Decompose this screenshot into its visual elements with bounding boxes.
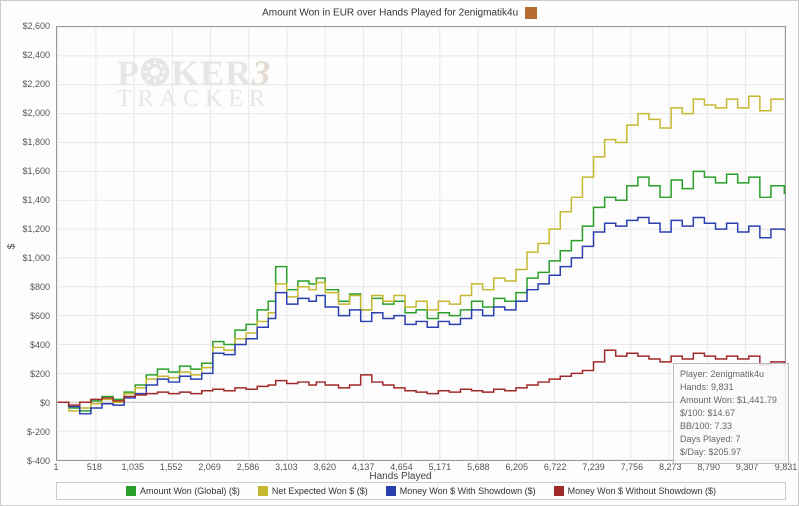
legend-swatch: [258, 486, 268, 496]
legend-item: Net Expected Won $ ($): [258, 486, 368, 496]
xtick-label: 2,069: [198, 462, 221, 472]
xtick-label: 518: [87, 462, 102, 472]
ytick-label: $2,600: [0, 21, 50, 31]
stats-line: Hands: 9,831: [680, 381, 782, 394]
ytick-label: $2,200: [0, 79, 50, 89]
ytick-label: $800: [0, 282, 50, 292]
stats-line: Days Played: 7: [680, 433, 782, 446]
ytick-label: $1,000: [0, 253, 50, 263]
xtick-label: 7,756: [621, 462, 644, 472]
ytick-label: $400: [0, 340, 50, 350]
xtick-label: 5,171: [429, 462, 452, 472]
y-axis-label: $: [6, 244, 17, 250]
chart-title: Amount Won in EUR over Hands Played for …: [1, 7, 798, 19]
legend-item: Money Won $ With Showdown ($): [386, 486, 536, 496]
legend-item: Amount Won (Global) ($): [126, 486, 240, 496]
xtick-label: 1: [53, 462, 58, 472]
ytick-label: $0: [0, 398, 50, 408]
ytick-label: $1,400: [0, 195, 50, 205]
xtick-label: 6,205: [505, 462, 528, 472]
ytick-label: $2,000: [0, 108, 50, 118]
chart-title-icon: [525, 7, 537, 19]
chart-container: Amount Won in EUR over Hands Played for …: [0, 0, 799, 506]
x-axis-label: Hands Played: [1, 471, 799, 482]
stats-line: $/100: $14.67: [680, 407, 782, 420]
ytick-label: $1,800: [0, 137, 50, 147]
xtick-label: 4,137: [352, 462, 375, 472]
ytick-label: $1,600: [0, 166, 50, 176]
legend-label: Money Won $ With Showdown ($): [400, 486, 536, 496]
xtick-label: 4,654: [390, 462, 413, 472]
stats-line: Player: 2enigmatik4u: [680, 368, 782, 381]
xtick-label: 3,103: [275, 462, 298, 472]
stats-line: Amount Won: $1,441.79: [680, 394, 782, 407]
legend-swatch: [554, 486, 564, 496]
ytick-label: $1,200: [0, 224, 50, 234]
legend: Amount Won (Global) ($) Net Expected Won …: [56, 482, 786, 500]
ytick-label: $200: [0, 369, 50, 379]
ytick-label: $-200: [0, 427, 50, 437]
chart-title-text: Amount Won in EUR over Hands Played for …: [262, 8, 518, 19]
legend-label: Amount Won (Global) ($): [140, 486, 240, 496]
ytick-label: $-400: [0, 456, 50, 466]
stats-line: $/Day: $205.97: [680, 446, 782, 459]
xtick-label: 5,688: [467, 462, 490, 472]
xtick-label: 6,722: [544, 462, 567, 472]
xtick-label: 2,586: [237, 462, 260, 472]
legend-swatch: [126, 486, 136, 496]
xtick-label: 3,620: [313, 462, 336, 472]
legend-label: Money Won $ Without Showdown ($): [568, 486, 716, 496]
xtick-label: 1,035: [122, 462, 145, 472]
legend-swatch: [386, 486, 396, 496]
xtick-label: 1,552: [160, 462, 183, 472]
xtick-label: 7,239: [582, 462, 605, 472]
legend-label: Net Expected Won $ ($): [272, 486, 368, 496]
ytick-label: $600: [0, 311, 50, 321]
ytick-label: $2,400: [0, 50, 50, 60]
stats-tooltip: Player: 2enigmatik4uHands: 9,831Amount W…: [673, 363, 789, 464]
legend-item: Money Won $ Without Showdown ($): [554, 486, 716, 496]
stats-line: BB/100: 7.33: [680, 420, 782, 433]
